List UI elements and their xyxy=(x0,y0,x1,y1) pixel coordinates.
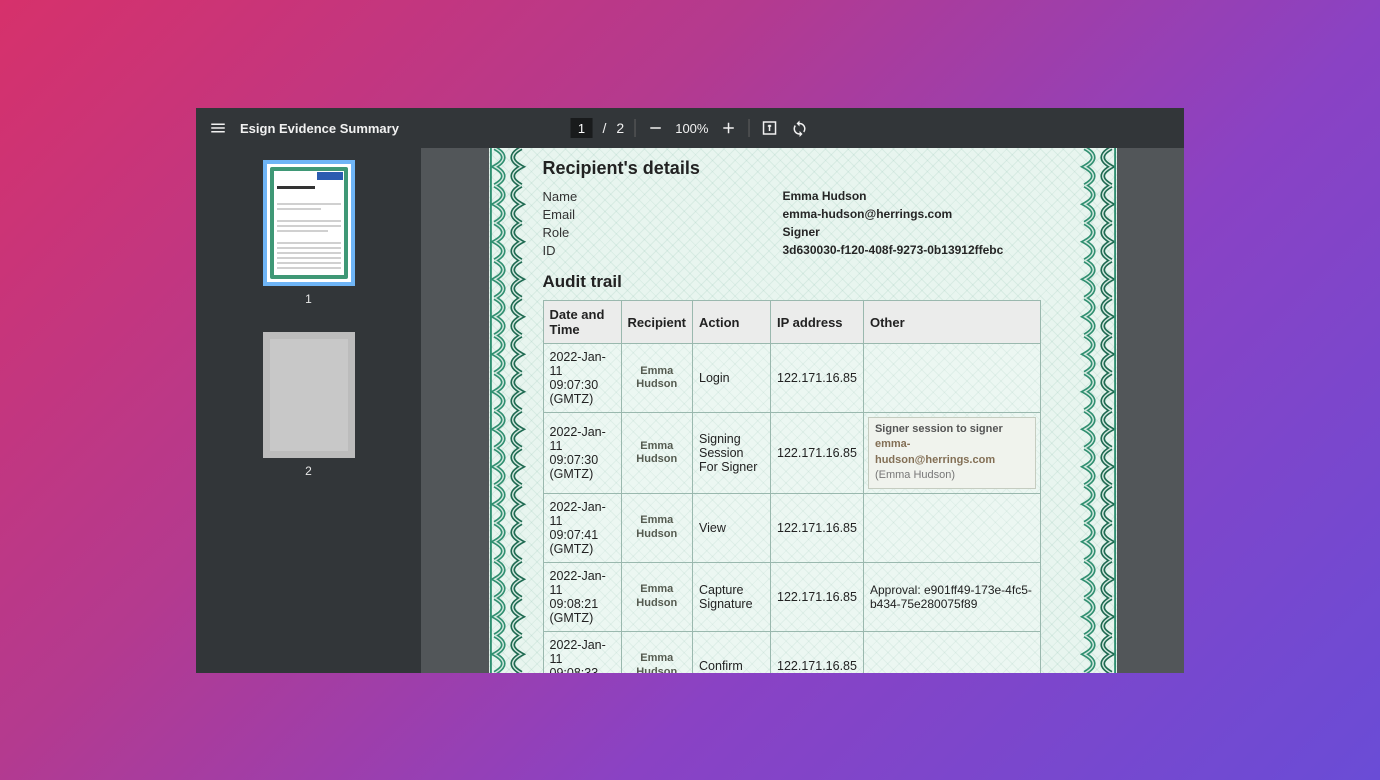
audit-section-title: Audit trail xyxy=(543,272,1041,292)
col-recipient: Recipient xyxy=(621,301,693,344)
cell-date: 2022-Jan-11 09:07:30 (GMTZ) xyxy=(543,413,621,494)
cell-ip: 122.171.16.85 xyxy=(771,562,864,631)
cell-other xyxy=(863,344,1040,413)
table-row: 2022-Jan-11 09:07:30 (GMTZ)EmmaHudsonSig… xyxy=(543,413,1040,494)
cell-recipient: EmmaHudson xyxy=(621,413,693,494)
menu-icon[interactable] xyxy=(208,118,228,138)
col-other: Other xyxy=(863,301,1040,344)
toolbar: Esign Evidence Summary / 2 100% xyxy=(196,108,1184,148)
col-ip: IP address xyxy=(771,301,864,344)
cell-ip: 122.171.16.85 xyxy=(771,344,864,413)
recipient-section-title: Recipient's details xyxy=(543,158,1041,179)
label-id: ID xyxy=(543,243,783,258)
cell-action: Capture Signature xyxy=(693,562,771,631)
table-row: 2022-Jan-11 09:08:21 (GMTZ)EmmaHudsonCap… xyxy=(543,562,1040,631)
label-email: Email xyxy=(543,207,783,222)
cell-recipient: EmmaHudson xyxy=(621,493,693,562)
table-row: 2022-Jan-11 09:07:30 (GMTZ)EmmaHudsonLog… xyxy=(543,344,1040,413)
fit-page-icon[interactable] xyxy=(759,118,779,138)
cell-other xyxy=(863,493,1040,562)
thumbnail-label: 1 xyxy=(305,292,312,306)
value-id: 3d630030-f120-408f-9273-0b13912ffebc xyxy=(783,243,1041,258)
zoom-in-icon[interactable] xyxy=(718,118,738,138)
thumbnail-page-1[interactable] xyxy=(263,160,355,286)
total-pages: 2 xyxy=(616,120,624,136)
cell-action: Login xyxy=(693,344,771,413)
viewer-body: 1 2 xyxy=(196,148,1184,673)
zoom-level: 100% xyxy=(675,121,708,136)
cell-date: 2022-Jan-11 09:07:30 (GMTZ) xyxy=(543,344,621,413)
cell-other: Signer session to signeremma-hudson@herr… xyxy=(863,413,1040,494)
cell-other xyxy=(863,631,1040,673)
zoom-out-icon[interactable] xyxy=(645,118,665,138)
cell-ip: 122.171.16.85 xyxy=(771,413,864,494)
toolbar-divider xyxy=(748,119,749,137)
document-title: Esign Evidence Summary xyxy=(240,121,399,136)
cell-recipient: EmmaHudson xyxy=(621,631,693,673)
cell-action: Signing Session For Signer xyxy=(693,413,771,494)
page-separator: / xyxy=(603,120,607,136)
thumbnail-item[interactable]: 2 xyxy=(263,332,355,478)
page-number-input[interactable] xyxy=(571,118,593,138)
audit-table: Date and Time Recipient Action IP addres… xyxy=(543,300,1041,673)
cell-recipient: EmmaHudson xyxy=(621,344,693,413)
label-name: Name xyxy=(543,189,783,204)
certificate-border-left xyxy=(489,148,527,673)
cell-ip: 122.171.16.85 xyxy=(771,631,864,673)
pdf-viewer: Esign Evidence Summary / 2 100% xyxy=(196,108,1184,673)
document-page: Recipient's details Name Emma Hudson Ema… xyxy=(489,148,1117,673)
cell-action: View xyxy=(693,493,771,562)
rotate-icon[interactable] xyxy=(789,118,809,138)
thumbnail-page-2[interactable] xyxy=(263,332,355,458)
value-name: Emma Hudson xyxy=(783,189,1041,204)
cell-date: 2022-Jan-11 09:08:33 (GMTZ) xyxy=(543,631,621,673)
table-row: 2022-Jan-11 09:07:41 (GMTZ)EmmaHudsonVie… xyxy=(543,493,1040,562)
table-header-row: Date and Time Recipient Action IP addres… xyxy=(543,301,1040,344)
cell-ip: 122.171.16.85 xyxy=(771,493,864,562)
table-row: 2022-Jan-11 09:08:33 (GMTZ)EmmaHudsonCon… xyxy=(543,631,1040,673)
cell-recipient: EmmaHudson xyxy=(621,562,693,631)
cell-date: 2022-Jan-11 09:07:41 (GMTZ) xyxy=(543,493,621,562)
cell-other: Approval: e901ff49-173e-4fc5-b434-75e280… xyxy=(863,562,1040,631)
value-email: emma-hudson@herrings.com xyxy=(783,207,1041,222)
value-role: Signer xyxy=(783,225,1041,240)
document-content: Recipient's details Name Emma Hudson Ema… xyxy=(543,158,1041,673)
toolbar-divider xyxy=(634,119,635,137)
toolbar-center: / 2 100% xyxy=(571,108,810,148)
cell-action: Confirm xyxy=(693,631,771,673)
page-area[interactable]: Recipient's details Name Emma Hudson Ema… xyxy=(421,148,1184,673)
col-action: Action xyxy=(693,301,771,344)
thumbnail-label: 2 xyxy=(305,464,312,478)
thumbnail-sidebar: 1 2 xyxy=(196,148,421,673)
certificate-border-right xyxy=(1079,148,1117,673)
thumbnail-item[interactable]: 1 xyxy=(263,160,355,306)
cell-date: 2022-Jan-11 09:08:21 (GMTZ) xyxy=(543,562,621,631)
col-date: Date and Time xyxy=(543,301,621,344)
recipient-details: Name Emma Hudson Email emma-hudson@herri… xyxy=(543,189,1041,258)
label-role: Role xyxy=(543,225,783,240)
